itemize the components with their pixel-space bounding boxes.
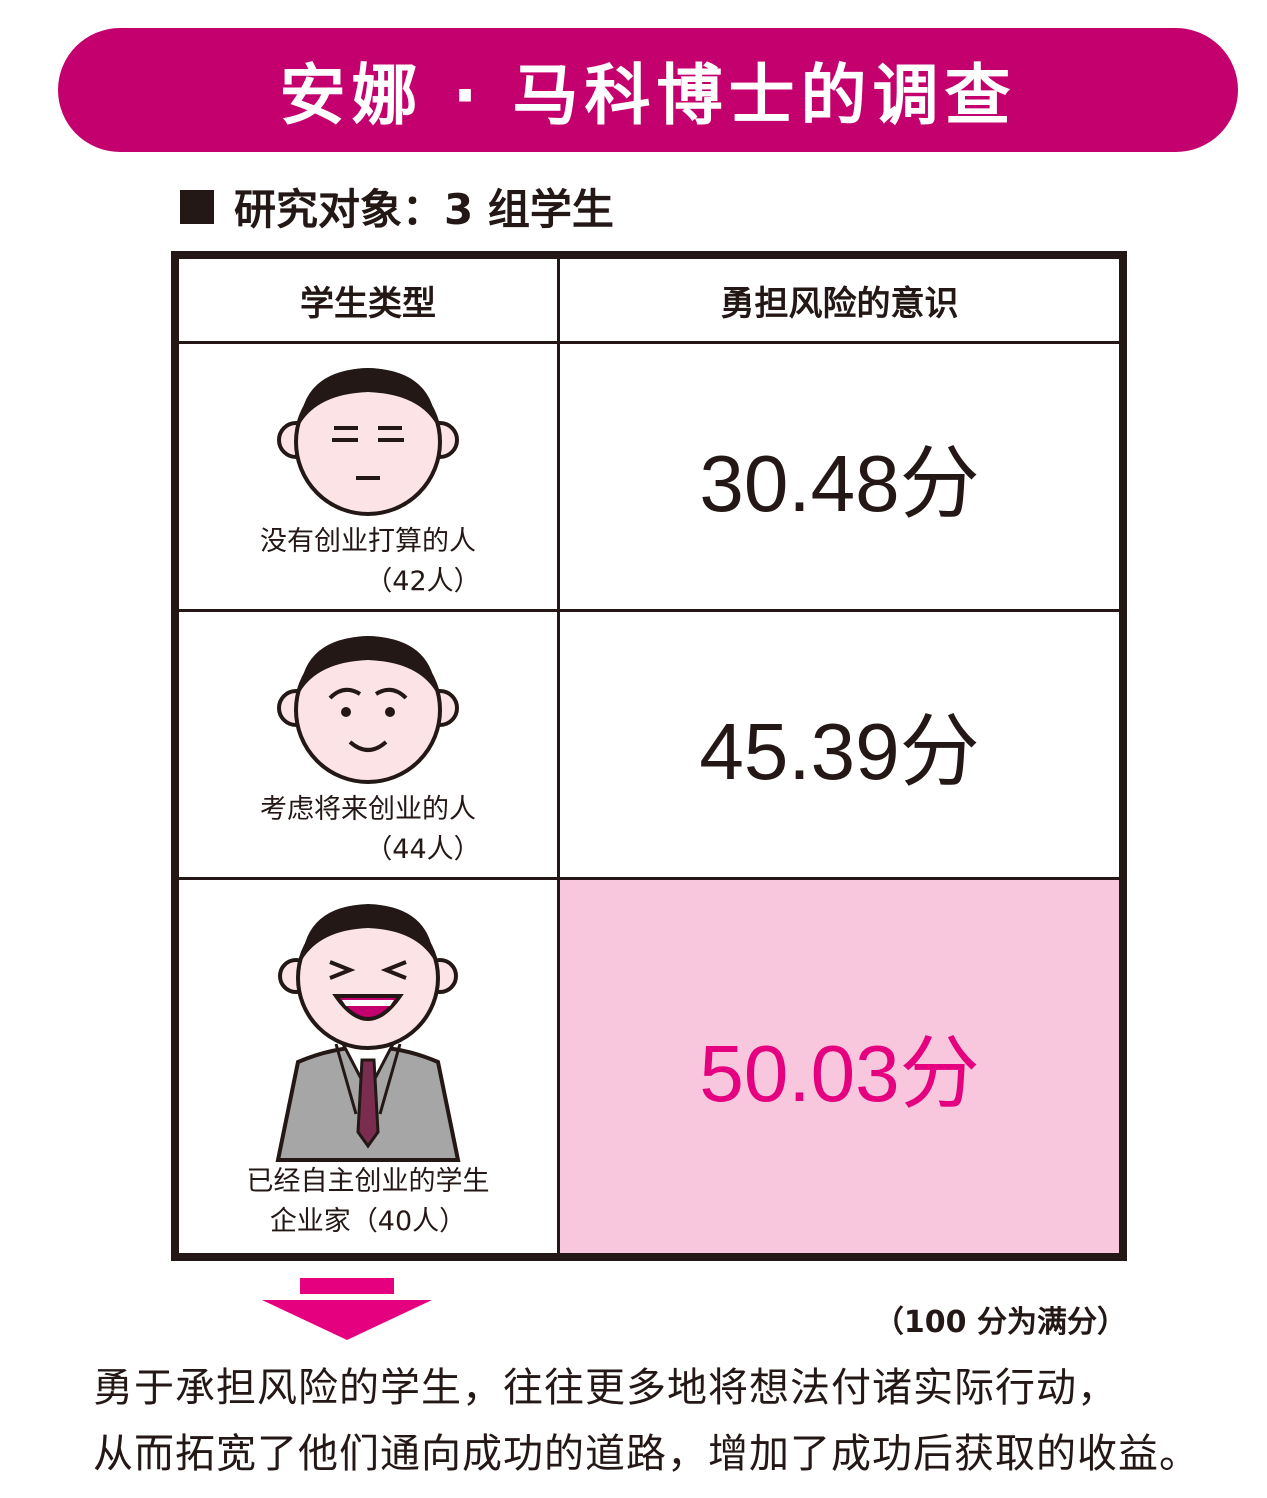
title-banner: 安娜 · 马科博士的调查 bbox=[58, 28, 1238, 152]
header-risk-awareness: 勇担风险的意识 bbox=[557, 253, 1125, 344]
neutral-face-icon bbox=[277, 367, 459, 516]
score-value: 45.39分 bbox=[699, 706, 980, 796]
group-label: 没有创业打算的人 bbox=[260, 525, 476, 557]
entrepreneur-icon bbox=[275, 903, 461, 1162]
score-value: 30.48分 bbox=[699, 438, 980, 528]
score-cell: 30.48分 bbox=[557, 341, 1125, 612]
score-cell: 45.39分 bbox=[557, 609, 1125, 880]
group-count: （42人） bbox=[365, 565, 481, 597]
table-header-row: 学生类型 勇担风险的意识 bbox=[173, 253, 1125, 344]
table-row: 没有创业打算的人 （42人） 30.48分 bbox=[173, 341, 1125, 612]
page-title: 安娜 · 马科博士的调查 bbox=[279, 57, 1017, 134]
group-cell: 已经自主创业的学生 企业家（40人） bbox=[173, 877, 560, 1259]
full-score-note: （100 分为满分） bbox=[873, 1305, 1127, 1340]
group-label-2: 企业家 bbox=[269, 1205, 351, 1237]
down-arrow-icon bbox=[262, 1278, 432, 1340]
group-label-line2: 企业家（40人） bbox=[179, 1202, 557, 1242]
group-cell: 考虑将来创业的人 （44人） bbox=[173, 609, 560, 880]
subtitle-text: 研究对象：3 组学生 bbox=[234, 185, 614, 234]
group-label: 已经自主创业的学生 bbox=[246, 1165, 490, 1197]
survey-table: 学生类型 勇担风险的意识 没有创业打算的人 （42人） 30.48分 bbox=[171, 251, 1127, 1261]
header-student-type: 学生类型 bbox=[173, 253, 560, 344]
conclusion-line: 勇于承担风险的学生，往往更多地将想法付诸实际行动， bbox=[93, 1365, 1118, 1411]
score-value: 50.03分 bbox=[699, 1028, 980, 1118]
group-cell: 没有创业打算的人 （42人） bbox=[173, 341, 560, 612]
table-row: 已经自主创业的学生 企业家（40人） 50.03分 bbox=[173, 877, 1125, 1259]
subtitle: 研究对象：3 组学生 bbox=[180, 176, 614, 237]
conclusion-line: 从而拓宽了他们通向成功的道路，增加了成功后获取的收益。 bbox=[93, 1431, 1200, 1477]
group-label: 考虑将来创业的人 bbox=[260, 793, 476, 825]
square-bullet-icon bbox=[180, 189, 214, 224]
group-count: （44人） bbox=[365, 833, 481, 865]
score-cell-highlighted: 50.03分 bbox=[557, 877, 1125, 1259]
conclusion: 勇于承担风险的学生，往往更多地将想法付诸实际行动， 从而拓宽了他们通向成功的道路… bbox=[93, 1355, 1243, 1487]
smiling-face-icon bbox=[277, 635, 459, 784]
table-row: 考虑将来创业的人 （44人） 45.39分 bbox=[173, 609, 1125, 880]
group-count: （40人） bbox=[350, 1205, 467, 1237]
